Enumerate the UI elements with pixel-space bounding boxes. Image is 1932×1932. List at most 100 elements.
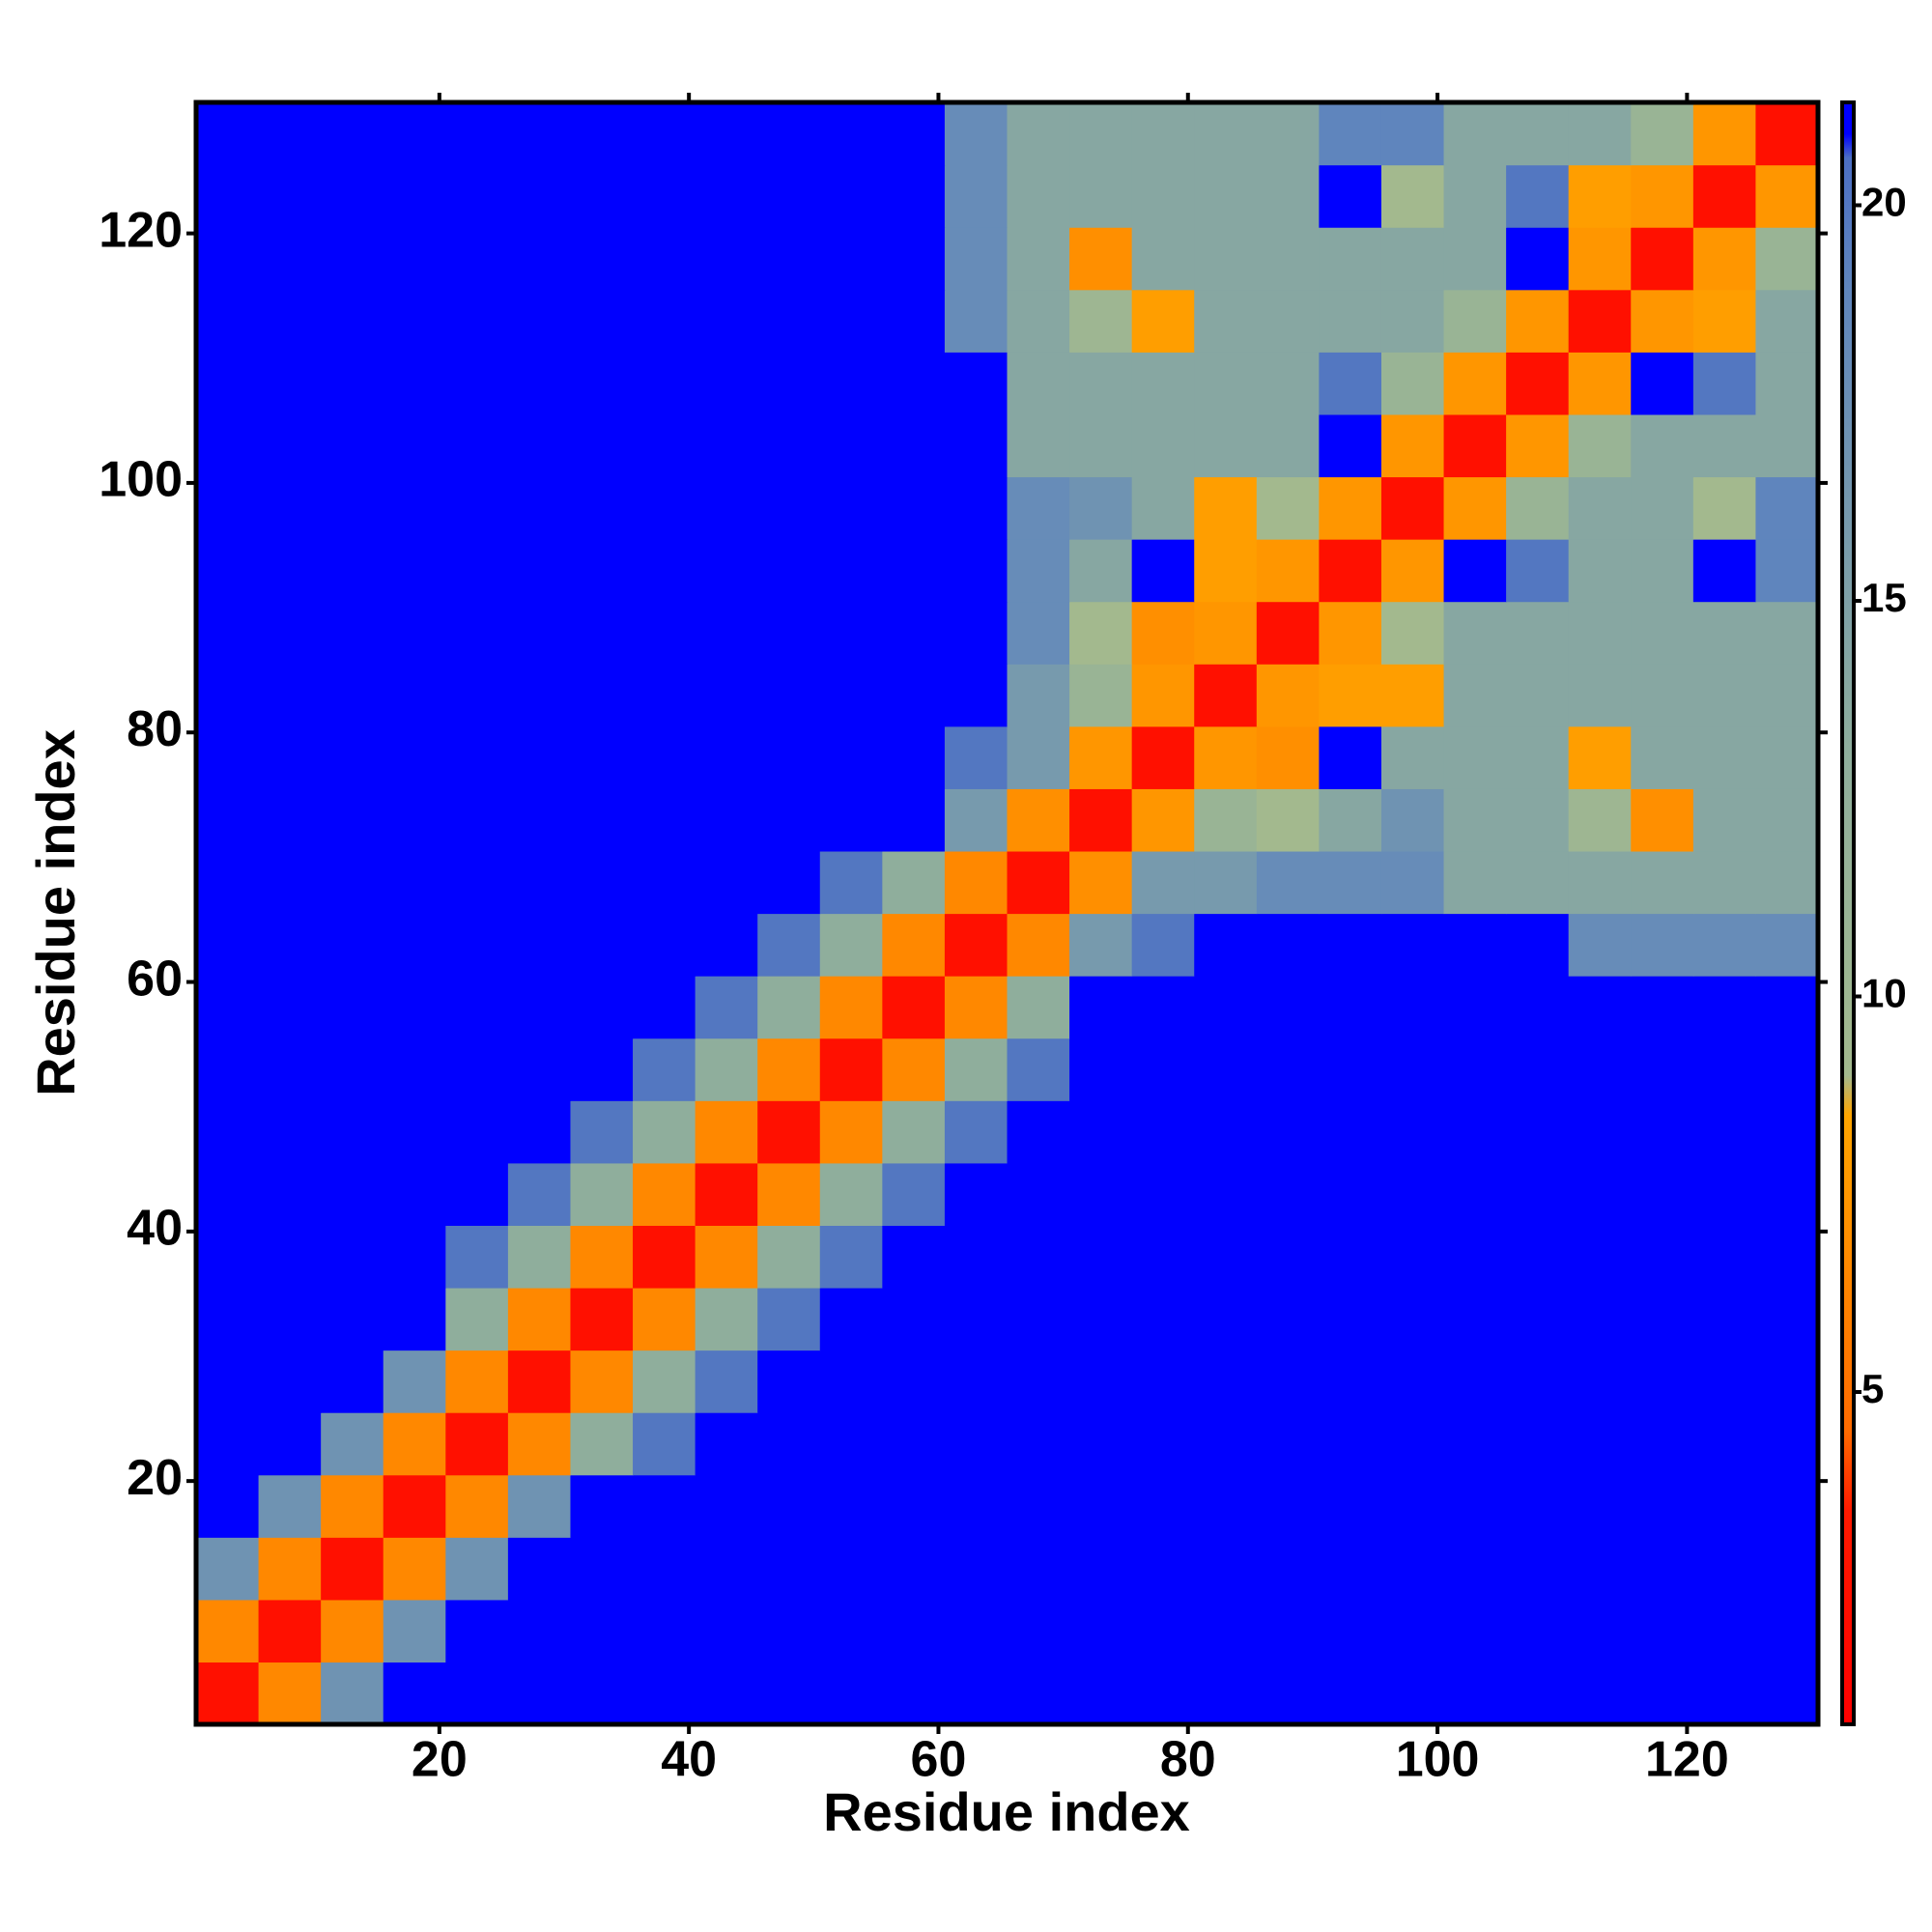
heatmap-cell <box>196 1599 260 1663</box>
heatmap-cell <box>258 1037 322 1101</box>
heatmap-cell <box>633 227 696 291</box>
heatmap-cell <box>944 601 1009 665</box>
heatmap-cell <box>1692 788 1757 852</box>
heatmap-cell <box>258 1474 322 1538</box>
heatmap-cell <box>1380 1662 1445 1724</box>
heatmap-cell <box>258 850 322 915</box>
heatmap-cell <box>1692 664 1757 727</box>
heatmap-cell <box>1506 725 1570 789</box>
heatmap-cell <box>944 476 1009 540</box>
heatmap-cell <box>1443 1100 1507 1164</box>
heatmap-cell <box>633 476 696 540</box>
heatmap-cell <box>383 664 446 727</box>
heatmap-cell <box>695 1599 758 1663</box>
heatmap-cell <box>695 476 758 540</box>
heatmap-cell <box>1131 352 1195 415</box>
heatmap-cell <box>1568 913 1632 977</box>
heatmap-cell <box>944 1100 1009 1164</box>
heatmap-cell <box>1380 601 1445 665</box>
heatmap-cell <box>1007 1599 1070 1663</box>
heatmap-cell <box>507 1662 572 1724</box>
heatmap-cell <box>1319 788 1382 852</box>
heatmap-cell <box>1194 913 1258 977</box>
heatmap-cell <box>445 1412 509 1476</box>
heatmap-cell <box>882 1350 946 1413</box>
heatmap-cell <box>1256 164 1320 228</box>
heatmap-cell <box>1755 725 1818 789</box>
heatmap-cell <box>321 1412 384 1476</box>
heatmap-cell <box>633 1162 696 1226</box>
heatmap-cell <box>258 476 322 540</box>
heatmap-cell <box>258 1412 322 1476</box>
heatmap-cell <box>1631 788 1694 852</box>
heatmap-cell <box>633 976 696 1039</box>
heatmap-cell <box>570 289 634 353</box>
heatmap-cell <box>1692 289 1757 353</box>
heatmap-cell <box>1692 1225 1757 1289</box>
heatmap-cell <box>1506 850 1570 915</box>
heatmap-cell <box>1755 601 1818 665</box>
heatmap-cell <box>445 476 509 540</box>
heatmap-cell <box>1319 725 1382 789</box>
heatmap-cell <box>819 413 883 478</box>
heatmap-cell <box>445 1662 509 1724</box>
heatmap-cell <box>819 1412 883 1476</box>
heatmap-cell <box>383 1287 446 1351</box>
heatmap-cell <box>819 1350 883 1413</box>
heatmap-cell <box>1631 850 1694 915</box>
heatmap-cell <box>695 164 758 228</box>
heatmap-cell <box>1755 976 1818 1039</box>
heatmap-cell <box>1443 227 1507 291</box>
heatmap-cell <box>695 289 758 353</box>
heatmap-cell <box>1568 1287 1632 1351</box>
heatmap-cell <box>1131 1162 1195 1226</box>
heatmap-cell <box>944 1037 1009 1101</box>
heatmap-cell <box>1692 539 1757 603</box>
heatmap-cell <box>1256 664 1320 727</box>
heatmap-cell <box>757 1225 821 1289</box>
heatmap-cell <box>1319 1287 1382 1351</box>
heatmap-cell <box>1692 1100 1757 1164</box>
heatmap-cell <box>1568 1599 1632 1663</box>
heatmap-cell <box>1069 913 1133 977</box>
heatmap-cell <box>445 352 509 415</box>
heatmap-cell <box>1319 1162 1382 1226</box>
heatmap-cell <box>1443 1662 1507 1724</box>
heatmap-cell <box>1007 1662 1070 1724</box>
heatmap-cell <box>1319 664 1382 727</box>
heatmap-cell <box>882 539 946 603</box>
heatmap-cell <box>1194 664 1258 727</box>
heatmap-cell <box>1069 1662 1133 1724</box>
heatmap-cell <box>1131 664 1195 727</box>
heatmap-cell <box>695 1100 758 1164</box>
heatmap-cell <box>321 664 384 727</box>
heatmap-cell <box>321 725 384 789</box>
heatmap-cell <box>570 227 634 291</box>
heatmap-cell <box>1755 164 1818 228</box>
heatmap-cell <box>882 1162 946 1226</box>
heatmap-cell <box>944 1474 1009 1538</box>
heatmap-cell <box>321 1350 384 1413</box>
heatmap-cell <box>1131 1225 1195 1289</box>
heatmap-cell <box>882 725 946 789</box>
heatmap-cell <box>757 1162 821 1226</box>
heatmap-cell <box>1194 1162 1258 1226</box>
heatmap-cell <box>1755 913 1818 977</box>
heatmap-cell <box>1194 164 1258 228</box>
heatmap-cell <box>570 601 634 665</box>
heatmap-cell <box>1692 1037 1757 1101</box>
heatmap-cell <box>882 476 946 540</box>
heatmap-cell <box>1069 601 1133 665</box>
heatmap-cell <box>570 352 634 415</box>
heatmap-cell <box>507 539 572 603</box>
heatmap-cell <box>1069 1037 1133 1101</box>
heatmap-cell <box>383 1599 446 1663</box>
heatmap-cell <box>321 164 384 228</box>
heatmap-cell <box>445 227 509 291</box>
heatmap-cell <box>944 1162 1009 1226</box>
heatmap-cell <box>507 352 572 415</box>
heatmap-cell <box>1007 352 1070 415</box>
heatmap-cell <box>445 725 509 789</box>
heatmap-cell <box>1194 352 1258 415</box>
heatmap-cell <box>258 1662 322 1724</box>
